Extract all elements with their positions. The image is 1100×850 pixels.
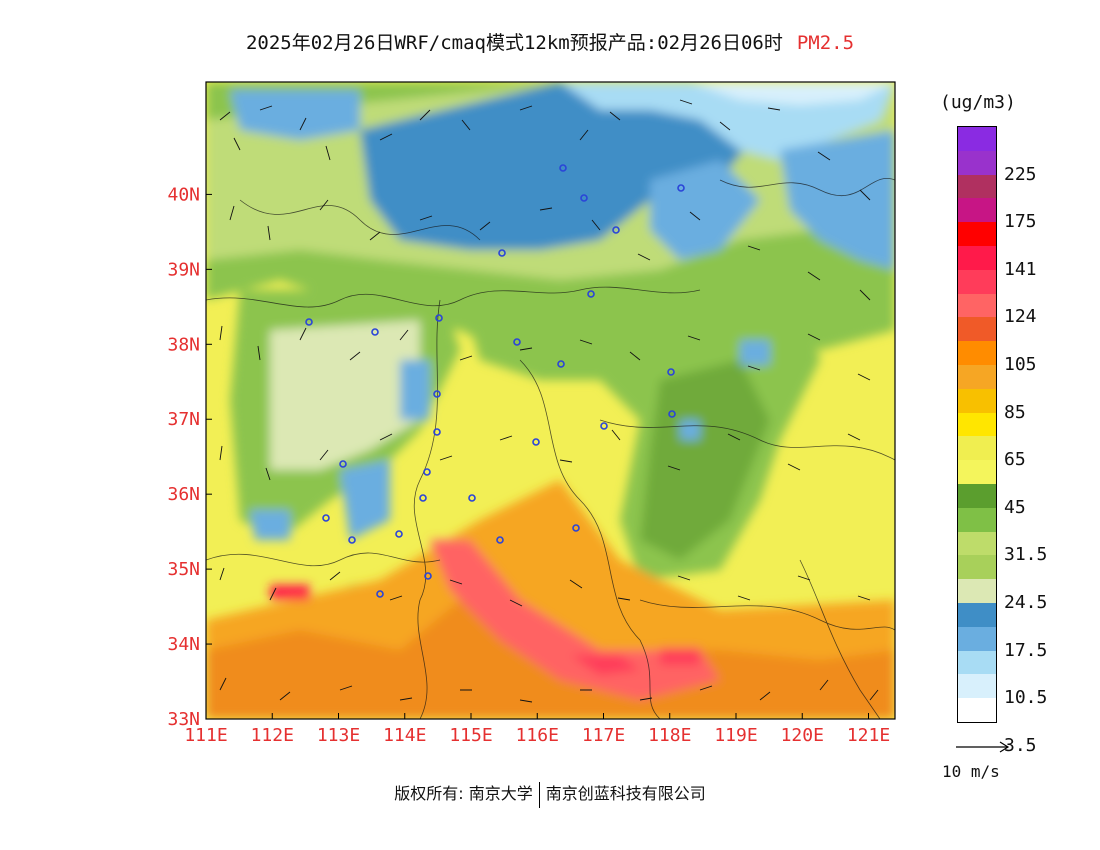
wind-vectors <box>219 99 879 703</box>
credit-left: 版权所有: 南京大学 <box>394 784 533 803</box>
legend-swatch <box>958 269 996 295</box>
lat-label: 34N <box>167 634 200 655</box>
legend-swatch <box>958 365 996 390</box>
credit-right: 南京创蓝科技有限公司 <box>545 784 706 803</box>
lon-label: 117E <box>582 725 625 746</box>
lon-label: 116E <box>516 725 559 746</box>
legend-swatch <box>958 484 996 509</box>
lat-label: 38N <box>167 334 200 355</box>
legend-label: 24.5 <box>1004 592 1048 613</box>
legend-label: 17.5 <box>1004 639 1048 661</box>
legend-swatch <box>958 650 996 675</box>
lat-label: 40N <box>167 184 200 205</box>
legend-swatch <box>958 222 996 247</box>
legend-swatch <box>958 198 996 223</box>
legend-swatch <box>958 317 996 342</box>
legend-swatch <box>958 174 996 199</box>
legend-swatch <box>958 507 996 533</box>
wind-reference-arrow <box>956 741 1010 753</box>
legend-swatch <box>958 603 996 628</box>
legend-swatch <box>958 531 996 556</box>
legend-label: 105 <box>1004 354 1037 375</box>
legend-swatch <box>958 436 996 461</box>
lon-label: 114E <box>383 725 426 746</box>
lat-label: 36N <box>167 484 200 505</box>
lon-label: 111E <box>184 725 227 746</box>
title-main: 2025年02月26日WRF/cmaq模式12km预报产品:02月26日06时 <box>245 32 783 54</box>
latitude-axis: 40N 39N 38N 37N 36N 35N 34N 33N <box>167 184 212 730</box>
legend-label: 85 <box>1004 401 1026 423</box>
longitude-axis: 111E 112E 113E 114E 115E 116E 117E 118E 119E 120E… <box>184 713 890 746</box>
legend-label: 3.5 <box>1004 734 1037 756</box>
legend-swatch <box>958 341 996 366</box>
lon-label: 119E <box>714 725 757 746</box>
legend-swatch <box>958 150 996 176</box>
legend-colorbar <box>957 126 997 723</box>
legend-label: 141 <box>1004 258 1037 280</box>
lat-label: 37N <box>167 409 200 430</box>
map-title: 2025年02月26日WRF/cmaq模式12km预报产品:02月26日06时 P… <box>0 28 1100 55</box>
legend-swatch <box>958 293 996 318</box>
lon-label: 113E <box>317 725 360 746</box>
lat-label: 33N <box>167 709 200 730</box>
legend-swatch <box>958 460 996 485</box>
legend-swatch <box>958 698 996 723</box>
legend-swatch <box>958 412 996 437</box>
lon-label: 112E <box>251 725 294 746</box>
legend-label: 45 <box>1004 496 1026 518</box>
legend-swatch <box>958 674 996 699</box>
lon-label: 118E <box>648 725 691 746</box>
legend-swatch <box>958 626 996 652</box>
legend-label: 175 <box>1004 211 1037 233</box>
legend-swatch <box>958 555 996 580</box>
legend-swatch <box>958 579 996 604</box>
concentration-field <box>206 82 895 719</box>
lon-label: 120E <box>781 725 824 746</box>
city-markers <box>305 164 685 598</box>
lon-label: 115E <box>449 725 492 746</box>
legend-label: 124 <box>1004 306 1037 328</box>
title-pollutant: PM2.5 <box>796 32 855 54</box>
lon-label: 121E <box>847 725 890 746</box>
lat-label: 39N <box>167 259 200 280</box>
legend-label: 10.5 <box>1004 687 1048 709</box>
copyright-credit: 版权所有: 南京大学 南京创蓝科技有限公司 <box>0 780 1100 808</box>
map-frame <box>205 81 896 720</box>
legend-swatch <box>958 127 996 152</box>
legend-unit: (ug/m3) <box>940 92 1016 113</box>
legend-label: 225 <box>1004 163 1037 185</box>
legend-swatch <box>958 246 996 271</box>
legend-swatch <box>958 388 996 414</box>
wind-reference-label: 10 m/s <box>942 762 1000 781</box>
credit-separator <box>538 781 540 808</box>
legend-label: 31.5 <box>1004 544 1048 566</box>
legend-label: 65 <box>1004 449 1026 471</box>
lat-label: 35N <box>167 559 200 580</box>
